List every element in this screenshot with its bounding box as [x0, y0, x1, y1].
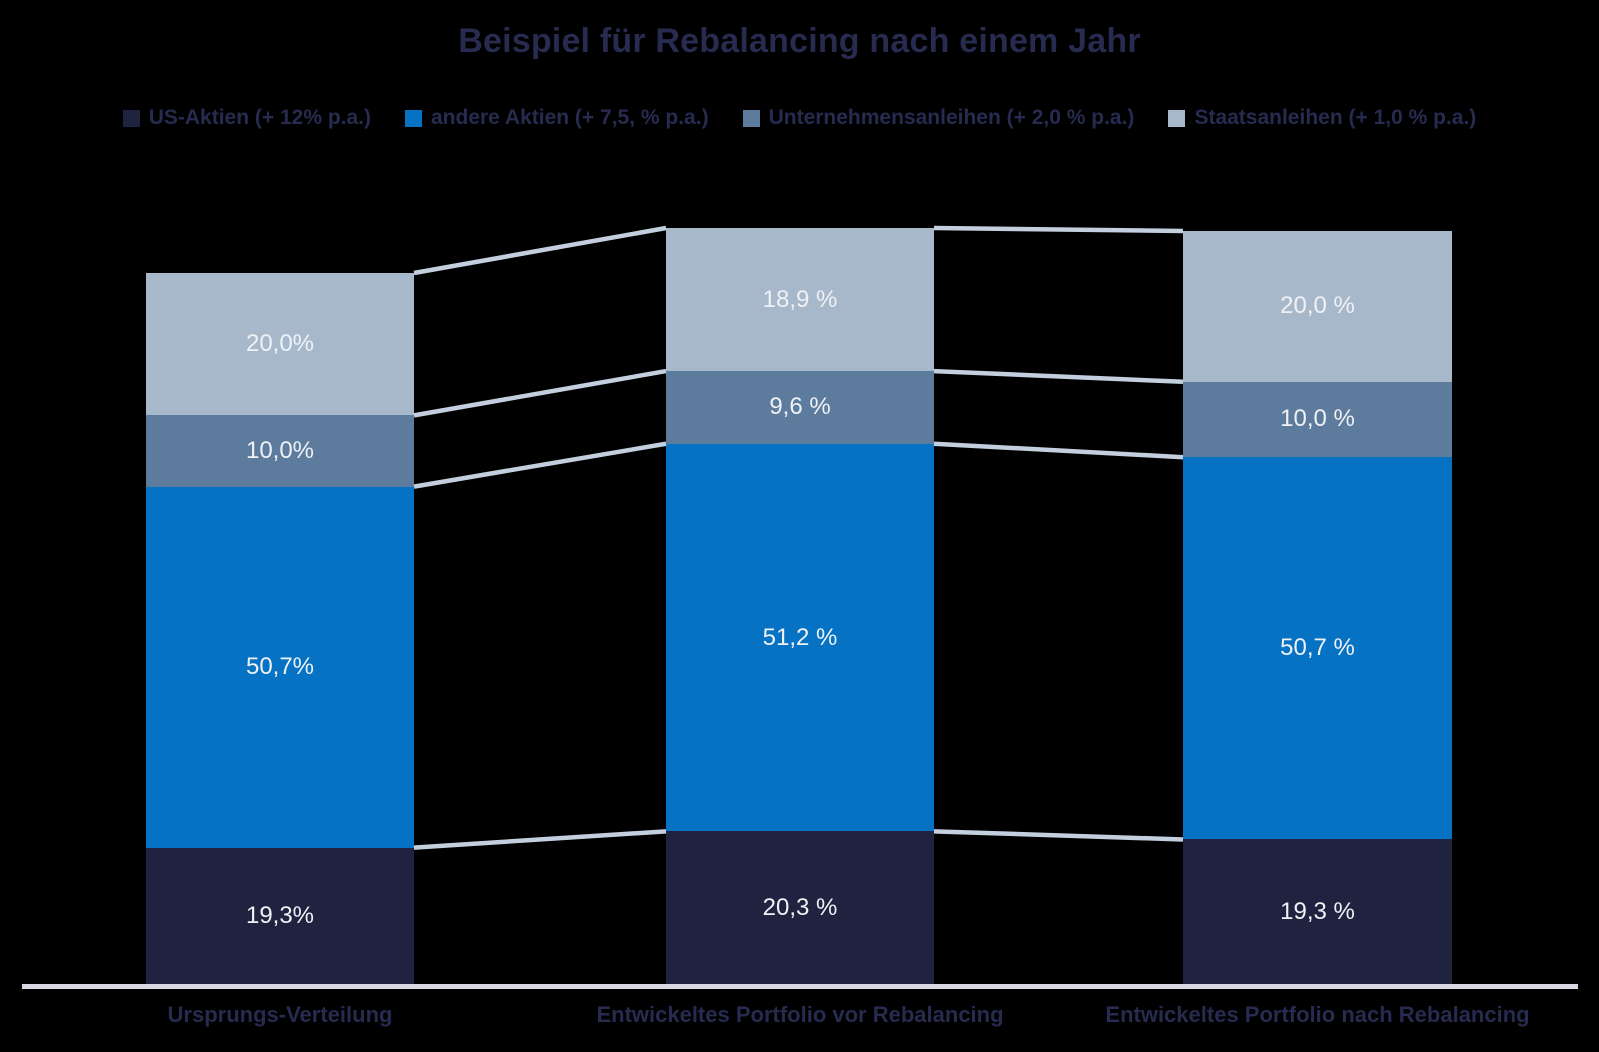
- category-label-2: Entwickeltes Portfolio nach Rebalancing: [1105, 1002, 1530, 1027]
- legend-item-1: andere Aktien (+ 7,5, % p.a.): [405, 106, 709, 130]
- x-axis-line: [22, 984, 1578, 989]
- legend-swatch-icon: [742, 109, 760, 127]
- connector-line: [933, 441, 1184, 460]
- bar-1-segment-3: [666, 228, 934, 372]
- bar-0-segment-0: [146, 847, 414, 985]
- legend-item-label: US-Aktien (+ 12% p.a.): [148, 106, 371, 129]
- bar-2-segment-1: [1183, 457, 1452, 840]
- bar-1-segment-0: [666, 831, 934, 985]
- bar-1-segment-2: [666, 371, 934, 444]
- connector-line: [413, 441, 667, 489]
- legend-item-label: Staatsanleihen (+ 1,0 % p.a.): [1194, 106, 1477, 129]
- connector-line: [413, 829, 667, 850]
- connector-line: [933, 829, 1184, 842]
- legend-item-label: andere Aktien (+ 7,5, % p.a.): [431, 106, 709, 129]
- bar-0-segment-3: [146, 273, 414, 416]
- legend-item-3: Staatsanleihen (+ 1,0 % p.a.): [1168, 106, 1476, 130]
- bar-2-segment-0: [1183, 839, 1452, 985]
- legend-swatch-icon: [122, 109, 140, 127]
- connector-line: [933, 225, 1184, 234]
- legend-item-label: Unternehmensanleihen (+ 2,0 % p.a.): [768, 106, 1135, 129]
- legend-item-2: Unternehmensanleihen (+ 2,0 % p.a.): [742, 106, 1135, 130]
- category-label-1: Entwickeltes Portfolio vor Rebalancing: [596, 1002, 1004, 1027]
- bar-2-segment-3: [1183, 231, 1452, 382]
- category-label-0: Ursprungs-Verteilung: [167, 1002, 393, 1027]
- legend-item-0: US-Aktien (+ 12% p.a.): [122, 106, 371, 130]
- legend-swatch-icon: [405, 109, 422, 127]
- legend: US-Aktien (+ 12% p.a.) andere Aktien (+ 7…: [0, 106, 1599, 130]
- bar-2-segment-2: [1183, 381, 1452, 458]
- bar-0-segment-1: [146, 486, 414, 848]
- connector-line: [413, 368, 667, 418]
- connector-line: [413, 225, 667, 276]
- bar-0-segment-2: [146, 415, 414, 487]
- bar-1-segment-1: [666, 443, 934, 832]
- chart-title: Beispiel für Rebalancing nach einem Jahr: [458, 22, 1141, 60]
- connector-line: [933, 368, 1184, 385]
- legend-swatch-icon: [1168, 109, 1186, 127]
